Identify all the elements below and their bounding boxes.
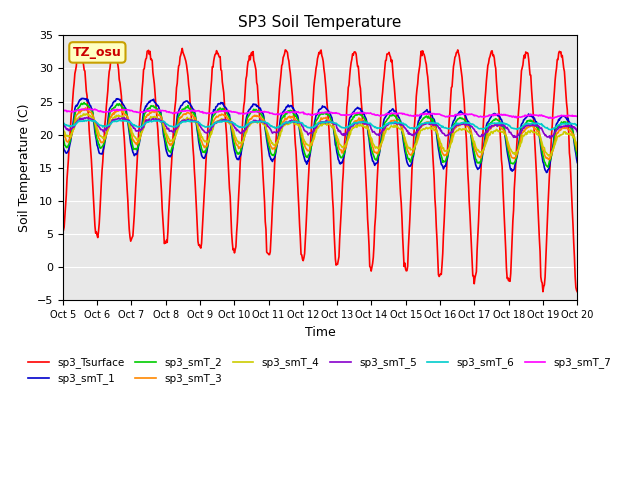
sp3_smT_7: [573, 113, 581, 119]
Line: sp3_smT_2: sp3_smT_2: [63, 103, 577, 167]
sp3_smT_3: [68, 131, 76, 136]
Legend: sp3_Tsurface, sp3_smT_1, sp3_smT_2, sp3_smT_3, sp3_smT_4, sp3_smT_5, sp3_smT_6, : sp3_Tsurface, sp3_smT_1, sp3_smT_2, sp3_…: [24, 353, 616, 389]
sp3_smT_1: [174, 110, 182, 116]
sp3_smT_5: [398, 122, 406, 128]
sp3_smT_2: [202, 150, 209, 156]
sp3_Tsurface: [383, 51, 391, 57]
sp3_smT_2: [383, 117, 391, 123]
sp3_smT_5: [59, 121, 67, 127]
sp3_smT_4: [59, 126, 67, 132]
sp3_Tsurface: [202, 177, 209, 182]
sp3_smT_1: [202, 154, 209, 159]
sp3_smT_2: [174, 115, 182, 121]
sp3_smT_3: [202, 144, 209, 149]
sp3_smT_2: [398, 127, 406, 132]
sp3_smT_4: [122, 117, 129, 122]
sp3_smT_6: [383, 121, 391, 127]
Line: sp3_smT_1: sp3_smT_1: [63, 98, 577, 172]
sp3_smT_2: [59, 134, 67, 140]
sp3_smT_7: [122, 107, 129, 113]
sp3_smT_1: [122, 106, 129, 111]
sp3_smT_7: [398, 110, 406, 116]
sp3_smT_5: [383, 122, 391, 128]
sp3_smT_5: [202, 130, 209, 135]
sp3_smT_3: [573, 148, 581, 154]
sp3_smT_4: [398, 128, 406, 134]
sp3_Tsurface: [398, 215, 406, 221]
sp3_smT_6: [573, 123, 581, 129]
sp3_smT_7: [59, 107, 67, 112]
Line: sp3_smT_6: sp3_smT_6: [63, 120, 577, 130]
sp3_smT_6: [398, 120, 406, 126]
sp3_smT_5: [174, 124, 182, 130]
sp3_smT_4: [68, 130, 76, 136]
sp3_smT_6: [59, 120, 67, 125]
sp3_smT_3: [383, 122, 391, 128]
sp3_smT_7: [383, 110, 391, 116]
sp3_smT_3: [398, 124, 406, 130]
sp3_smT_6: [84, 117, 92, 123]
sp3_smT_5: [68, 125, 76, 131]
sp3_smT_6: [68, 123, 76, 129]
Line: sp3_smT_5: sp3_smT_5: [63, 118, 577, 138]
sp3_smT_4: [174, 126, 182, 132]
X-axis label: Time: Time: [305, 325, 335, 338]
sp3_Tsurface: [573, 289, 581, 295]
sp3_smT_1: [59, 140, 67, 146]
Y-axis label: Soil Temperature (C): Soil Temperature (C): [18, 104, 31, 232]
sp3_smT_3: [545, 157, 552, 163]
sp3_smT_1: [543, 169, 550, 175]
Title: SP3 Soil Temperature: SP3 Soil Temperature: [238, 15, 402, 30]
sp3_smT_7: [202, 110, 209, 116]
sp3_smT_3: [82, 105, 90, 111]
sp3_smT_1: [398, 128, 406, 134]
sp3_smT_1: [573, 160, 581, 166]
sp3_smT_1: [68, 130, 76, 136]
sp3_smT_3: [59, 129, 67, 134]
sp3_smT_4: [545, 153, 552, 159]
Line: sp3_Tsurface: sp3_Tsurface: [63, 48, 577, 292]
sp3_smT_6: [174, 122, 182, 128]
Line: sp3_smT_4: sp3_smT_4: [63, 114, 577, 156]
sp3_smT_2: [68, 129, 76, 134]
sp3_smT_2: [81, 100, 88, 106]
sp3_smT_7: [550, 115, 557, 121]
sp3_smT_5: [547, 135, 554, 141]
sp3_Tsurface: [179, 46, 186, 51]
sp3_smT_5: [122, 116, 129, 121]
sp3_smT_1: [79, 96, 86, 101]
sp3_smT_1: [383, 112, 391, 118]
sp3_smT_4: [573, 144, 581, 150]
sp3_smT_6: [202, 124, 209, 130]
sp3_smT_5: [120, 115, 128, 120]
sp3_smT_2: [573, 154, 581, 159]
Line: sp3_smT_7: sp3_smT_7: [63, 109, 577, 118]
sp3_smT_3: [174, 122, 182, 128]
sp3_smT_5: [573, 129, 581, 135]
sp3_smT_7: [174, 110, 182, 116]
sp3_smT_4: [84, 111, 92, 117]
sp3_smT_7: [87, 106, 95, 112]
sp3_Tsurface: [173, 80, 181, 86]
sp3_Tsurface: [121, 148, 129, 154]
sp3_Tsurface: [68, 106, 76, 112]
Text: TZ_osu: TZ_osu: [73, 46, 122, 59]
sp3_smT_4: [383, 126, 391, 132]
sp3_smT_4: [202, 139, 209, 145]
sp3_smT_7: [68, 109, 76, 115]
sp3_smT_3: [122, 112, 129, 118]
sp3_smT_2: [544, 164, 552, 170]
sp3_Tsurface: [59, 228, 67, 234]
Line: sp3_smT_3: sp3_smT_3: [63, 108, 577, 160]
sp3_smT_6: [122, 118, 129, 124]
sp3_smT_6: [547, 127, 555, 133]
sp3_smT_2: [122, 109, 129, 115]
